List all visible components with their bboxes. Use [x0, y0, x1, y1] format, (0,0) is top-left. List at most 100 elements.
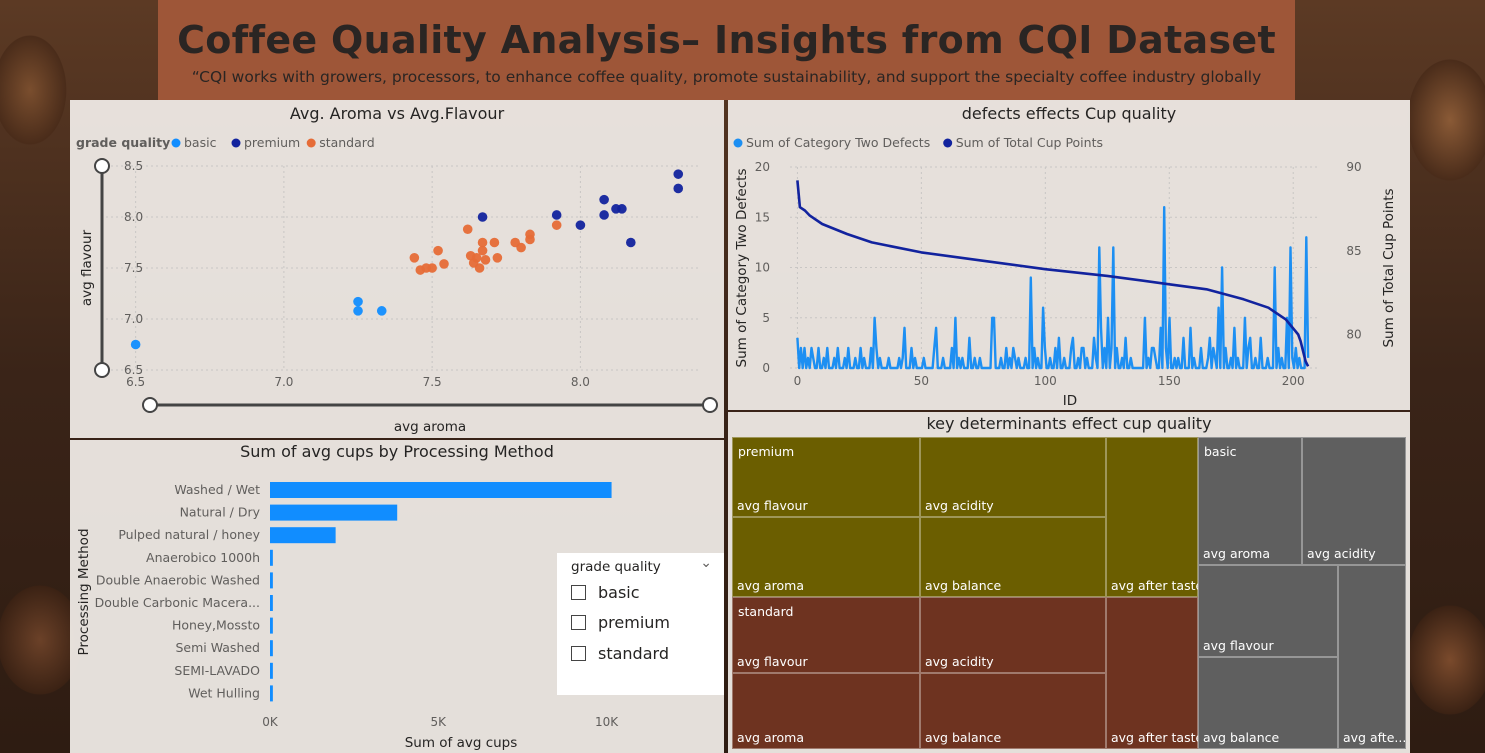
- scatter-panel: Avg. Aroma vs Avg.Flavour 6.5 7.0 7.5 8.0 8.…: [70, 100, 724, 438]
- y-tick-label: 20: [755, 160, 770, 174]
- scatter-point-standard: [480, 255, 491, 265]
- checkbox-basic[interactable]: [571, 585, 586, 600]
- legend-marker: [733, 138, 743, 148]
- scatter-point-basic: [130, 339, 141, 350]
- x-slider-handle-left: [142, 397, 158, 413]
- series-line-total-cup-points: [796, 180, 1310, 367]
- treemap-cell-label: avg balance: [925, 578, 1002, 593]
- slicer-header: grade quality: [571, 559, 661, 575]
- scatter-point-standard: [492, 253, 503, 263]
- y-tick-label: 15: [755, 210, 770, 224]
- treemap-cell[interactable]: avg aroma: [732, 673, 920, 749]
- y-tick-label: 0: [762, 361, 770, 375]
- treemap-cell[interactable]: avg flavour: [732, 437, 920, 517]
- checkbox-premium[interactable]: [571, 615, 586, 630]
- y-tick-label: 8.0: [124, 210, 143, 224]
- legend-label: Sum of Total Cup Points: [956, 135, 1103, 150]
- scatter-point-premium: [551, 210, 562, 220]
- legend-marker: [306, 138, 316, 148]
- y-tick-label: 6.5: [124, 363, 143, 377]
- y2-tick-label: 90: [1346, 160, 1361, 174]
- category-label: Honey,Mossto: [172, 618, 260, 633]
- page-title: Coffee Quality Analysis– Insights from C…: [177, 18, 1276, 62]
- y2-axis-title: Sum of Total Cup Points: [1381, 188, 1397, 347]
- x-tick-label: 200: [1282, 374, 1305, 388]
- scatter-point-premium: [673, 169, 684, 179]
- scatter-point-basic: [376, 306, 387, 316]
- treemap-cell[interactable]: avg acidity: [920, 437, 1106, 517]
- treemap-group-label: basic: [1204, 444, 1237, 459]
- x-axis-title: Sum of avg cups: [405, 735, 518, 751]
- treemap-cell-label: avg acidity: [925, 498, 994, 513]
- legend-title: grade quality: [76, 135, 170, 150]
- treemap-cell-label: avg flavour: [737, 498, 808, 513]
- x-tick-label: 0K: [262, 715, 279, 729]
- scatter-point-standard: [409, 253, 420, 263]
- x-axis-title: ID: [1063, 393, 1077, 409]
- scatter-title: Avg. Aroma vs Avg.Flavour: [289, 104, 505, 123]
- category-label: Washed / Wet: [174, 482, 260, 497]
- treemap-cell[interactable]: avg afte...: [1338, 565, 1406, 749]
- legend-label: standard: [319, 135, 374, 150]
- legend-label: basic: [184, 135, 217, 150]
- grade-quality-slicer[interactable]: grade quality ⌄ basic premium standard: [557, 553, 724, 695]
- slicer-option-basic[interactable]: basic: [571, 583, 640, 602]
- treemap-cell[interactable]: avg acidity: [920, 597, 1106, 673]
- y-tick-label: 5: [762, 311, 770, 325]
- treemap-cell[interactable]: avg balance: [920, 517, 1106, 597]
- bar-title: Sum of avg cups by Processing Method: [240, 442, 554, 461]
- x-tick-label: 7.0: [274, 375, 293, 389]
- treemap-panel: key determinants effect cup quality avg …: [728, 412, 1410, 753]
- x-tick-label: 0: [794, 374, 802, 388]
- scatter-point-premium: [626, 237, 636, 248]
- header-banner: Coffee Quality Analysis– Insights from C…: [158, 0, 1295, 100]
- scatter-point-premium: [599, 194, 609, 205]
- x-axis-title: avg aroma: [394, 419, 466, 435]
- scatter-point-basic: [353, 306, 363, 316]
- treemap-cell-label: avg balance: [1203, 730, 1280, 745]
- bar-chart: Washed / Wet Natural / Dry Pulped natural …: [76, 482, 619, 751]
- treemap-cell[interactable]: avg aroma: [1198, 437, 1302, 565]
- treemap-cell-label: avg aroma: [737, 730, 804, 745]
- slicer-option-standard[interactable]: standard: [571, 644, 669, 663]
- slicer-option-label: standard: [598, 644, 669, 663]
- y-tick-label: 7.0: [124, 312, 143, 326]
- slicer-option-label: basic: [598, 583, 640, 602]
- treemap-group-label: standard: [738, 604, 794, 619]
- bar: [270, 527, 336, 544]
- scatter-point-standard: [525, 234, 535, 245]
- bar: [270, 617, 273, 634]
- treemap-cell-label: avg afte...: [1343, 730, 1407, 745]
- y-axis-title: Sum of Category Two Defects: [734, 169, 750, 368]
- legend-marker: [231, 138, 241, 148]
- treemap-cell[interactable]: avg after taste: [1106, 597, 1203, 749]
- treemap-cell[interactable]: avg flavour: [732, 597, 920, 673]
- slicer-option-premium[interactable]: premium: [571, 613, 670, 632]
- treemap-cell[interactable]: avg flavour: [1198, 565, 1338, 657]
- line-title: defects effects Cup quality: [961, 104, 1177, 123]
- legend-marker: [943, 138, 953, 148]
- y2-tick-label: 85: [1346, 244, 1361, 258]
- scatter-point-standard: [489, 237, 500, 248]
- scatter-point-standard: [427, 263, 437, 273]
- category-label: Double Carbonic Macera...: [95, 595, 260, 610]
- treemap-cell-label: avg after taste: [1111, 730, 1204, 745]
- treemap-title: key determinants effect cup quality: [926, 414, 1212, 433]
- y-slider-handle-top: [94, 158, 110, 174]
- checkbox-standard[interactable]: [571, 646, 586, 661]
- series-line-category-two-defects: [796, 205, 1310, 370]
- treemap-chart: avg flavour avg acidity avg aroma avg balan…: [732, 437, 1406, 749]
- x-tick-label: 100: [1034, 374, 1057, 388]
- scatter-point-standard: [477, 237, 488, 248]
- treemap-cell[interactable]: avg balance: [920, 673, 1106, 749]
- treemap-cell[interactable]: avg after taste: [1106, 437, 1203, 597]
- treemap-cell[interactable]: avg aroma: [732, 517, 920, 597]
- treemap-cell[interactable]: avg balance: [1198, 657, 1338, 749]
- scatter-point-standard: [462, 224, 473, 235]
- treemap-cell[interactable]: avg acidity: [1302, 437, 1406, 565]
- scatter-point-premium: [673, 183, 684, 194]
- bar: [270, 482, 612, 498]
- scatter-point-basic: [353, 296, 363, 307]
- treemap-cell-label: avg flavour: [737, 654, 808, 669]
- chevron-down-icon[interactable]: ⌄: [700, 555, 712, 571]
